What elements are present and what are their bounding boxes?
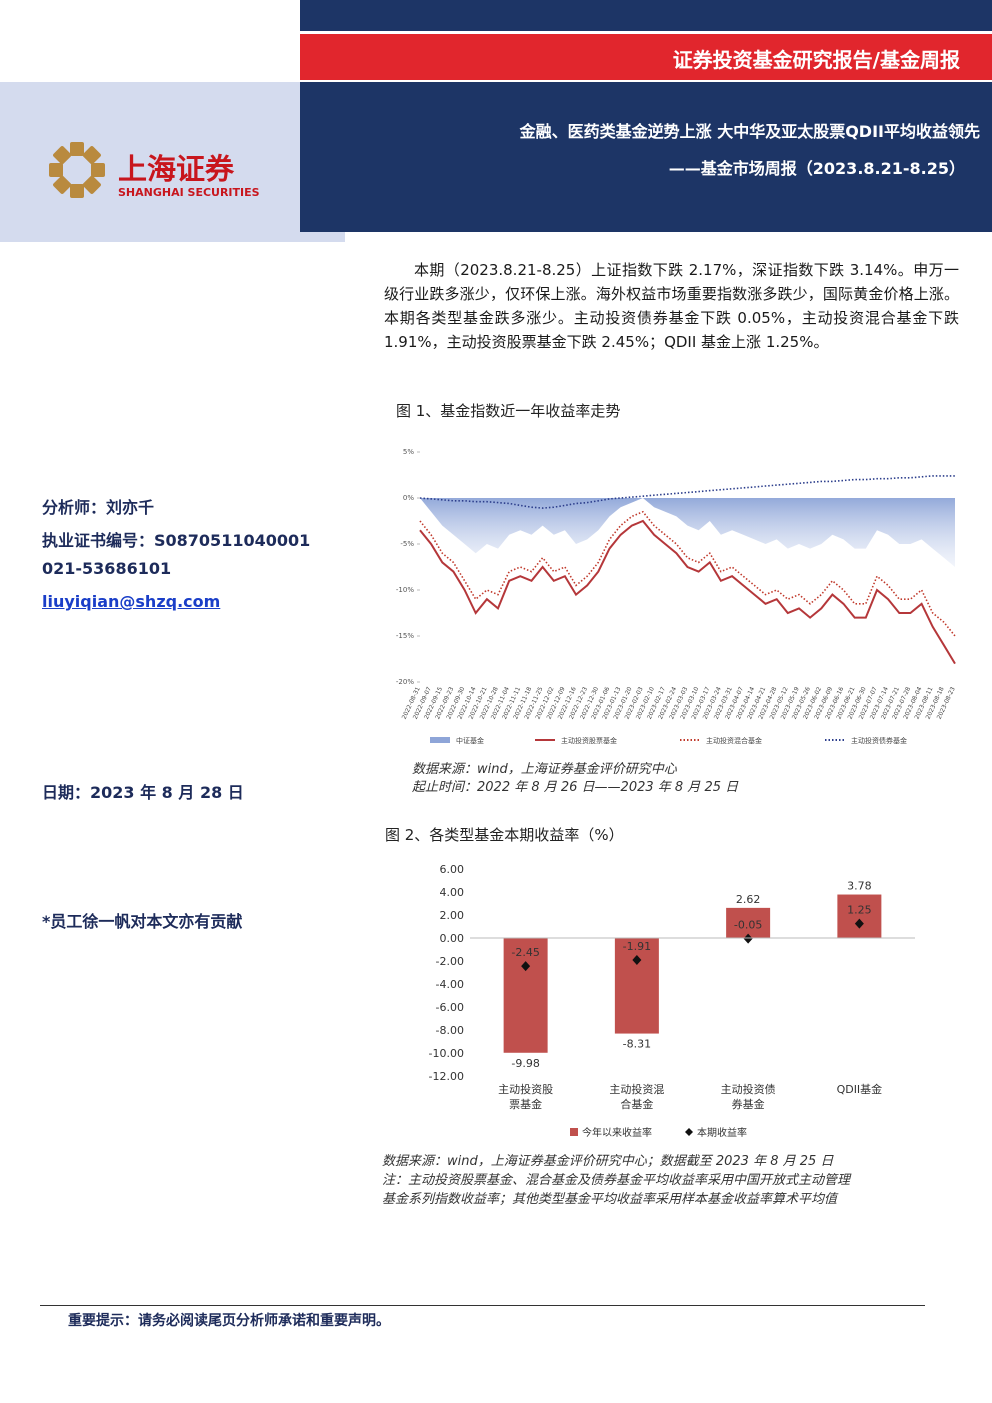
legend-label: 主动投资混合基金 <box>706 736 762 745</box>
area <box>420 498 955 567</box>
line-chart: -20%-15%-10%-5%0%5%2022-08-312022-09-072… <box>396 448 957 745</box>
y-tick-label: -15% <box>396 632 414 640</box>
marker <box>854 918 864 929</box>
line <box>419 519 956 665</box>
bar-chart: -12.00 -10.00 -8.00 -6.00 -4.00 -2.00 0.00 2.00… <box>429 863 915 1139</box>
chart-title: 图 1、基金指数近一年收益率走势 <box>396 402 621 420</box>
marker <box>521 961 531 972</box>
bar <box>614 938 659 1034</box>
legend-swatch <box>570 1128 578 1136</box>
legend-label: 今年以来收益率 <box>582 1126 652 1139</box>
title-panel <box>300 82 992 232</box>
footer-note: 重要提示：请务必阅读尾页分析师承诺和重要声明。 <box>68 1313 390 1329</box>
legend-label: 主动投资股票基金 <box>561 736 617 745</box>
y-tick-label: -5% <box>400 540 414 548</box>
contributor: *员工徐一帆对本文亦有贡献 <box>42 912 243 931</box>
date: 日期：2023 年 8 月 28 日 <box>42 783 244 802</box>
data-label: -2.45 <box>511 946 539 959</box>
data-label: -9.98 <box>511 1057 539 1070</box>
x-tick-label: 主动投资股票基金 <box>498 1083 554 1111</box>
y-tick-label: 0.00 <box>440 932 465 945</box>
data-label: 3.78 <box>847 880 872 893</box>
y-tick-label: -6.00 <box>436 1001 464 1014</box>
header-red-band <box>300 34 992 80</box>
y-tick-label: -10.00 <box>429 1047 464 1060</box>
summary: 本期（2023.8.21-8.25）上证指数下跌 2.17%，深证指数下跌 3.… <box>384 261 959 351</box>
legend-swatch <box>430 737 450 743</box>
y-tick-label: 6.00 <box>440 863 465 876</box>
marker <box>632 954 642 965</box>
legend-label: 中证基金 <box>456 736 484 745</box>
note: 基金系列指数收益率；其他类型基金平均收益率采用样本基金收益率算术平均值 <box>382 1192 838 1207</box>
phone: 021-53686101 <box>42 559 172 578</box>
email[interactable]: liuyiqian@shzq.com <box>42 592 221 611</box>
footer-rule <box>40 1305 925 1306</box>
logo-mark <box>49 142 105 198</box>
logo-panel <box>0 82 300 232</box>
certificate: 执业证书编号：S0870511040001 <box>42 531 311 550</box>
y-tick-label: -4.00 <box>436 978 464 991</box>
y-tick-label: -20% <box>396 678 414 686</box>
x-tick-label: QDII基金 <box>836 1083 883 1096</box>
data-label: -1.91 <box>623 940 651 953</box>
bar <box>503 938 548 1053</box>
x-tick-label: 主动投资债券基金 <box>720 1083 776 1111</box>
report-title: 金融、医药类基金逆势上涨 大中华及亚太股票QDII平均收益领先 <box>519 122 980 141</box>
header-band <box>300 0 992 31</box>
data-label: 2.62 <box>736 893 761 906</box>
source-note: 数据来源：wind，上海证券基金评价研究中心 <box>412 762 677 777</box>
y-tick-label: 2.00 <box>440 909 465 922</box>
data-label: 1.25 <box>847 904 872 917</box>
data-label: -8.31 <box>623 1038 651 1051</box>
legend-label: 本期收益率 <box>697 1126 747 1139</box>
source-note: 数据来源：wind，上海证券基金评价研究中心；数据截至 2023 年 8 月 2… <box>382 1154 834 1169</box>
chart-title: 图 2、各类型基金本期收益率（%） <box>385 826 624 844</box>
logo-text-en: SHANGHAI SECURITIES <box>118 186 260 199</box>
y-tick-label: 5% <box>403 448 414 456</box>
bar <box>837 894 882 938</box>
report-subtitle: ——基金市场周报（2023.8.21-8.25） <box>668 159 965 178</box>
y-tick-label: -8.00 <box>436 1024 464 1037</box>
marker <box>743 933 753 944</box>
analyst: 分析师：刘亦千 <box>42 498 155 517</box>
report-type: 证券投资基金研究报告/基金周报 <box>672 48 960 72</box>
y-tick-label: 0% <box>403 494 414 502</box>
legend-label: 主动投资债券基金 <box>851 736 907 745</box>
bar <box>726 907 771 938</box>
note: 注：主动投资股票基金、混合基金及债券基金平均收益率采用中国开放式主动管理 <box>382 1173 851 1188</box>
legend-swatch <box>685 1128 693 1136</box>
period-note: 起止时间：2022 年 8 月 26 日——2023 年 8 月 25 日 <box>412 780 739 795</box>
data-label: -0.05 <box>734 919 762 932</box>
logo-panel-strip <box>0 230 345 242</box>
y-tick-label: 4.00 <box>440 886 465 899</box>
logo-text: 上海证券 <box>118 152 235 186</box>
y-tick-label: -2.00 <box>436 955 464 968</box>
y-tick-label: -12.00 <box>429 1070 464 1083</box>
y-tick-label: -10% <box>396 586 414 594</box>
x-tick-label: 主动投资混合基金 <box>609 1083 665 1111</box>
